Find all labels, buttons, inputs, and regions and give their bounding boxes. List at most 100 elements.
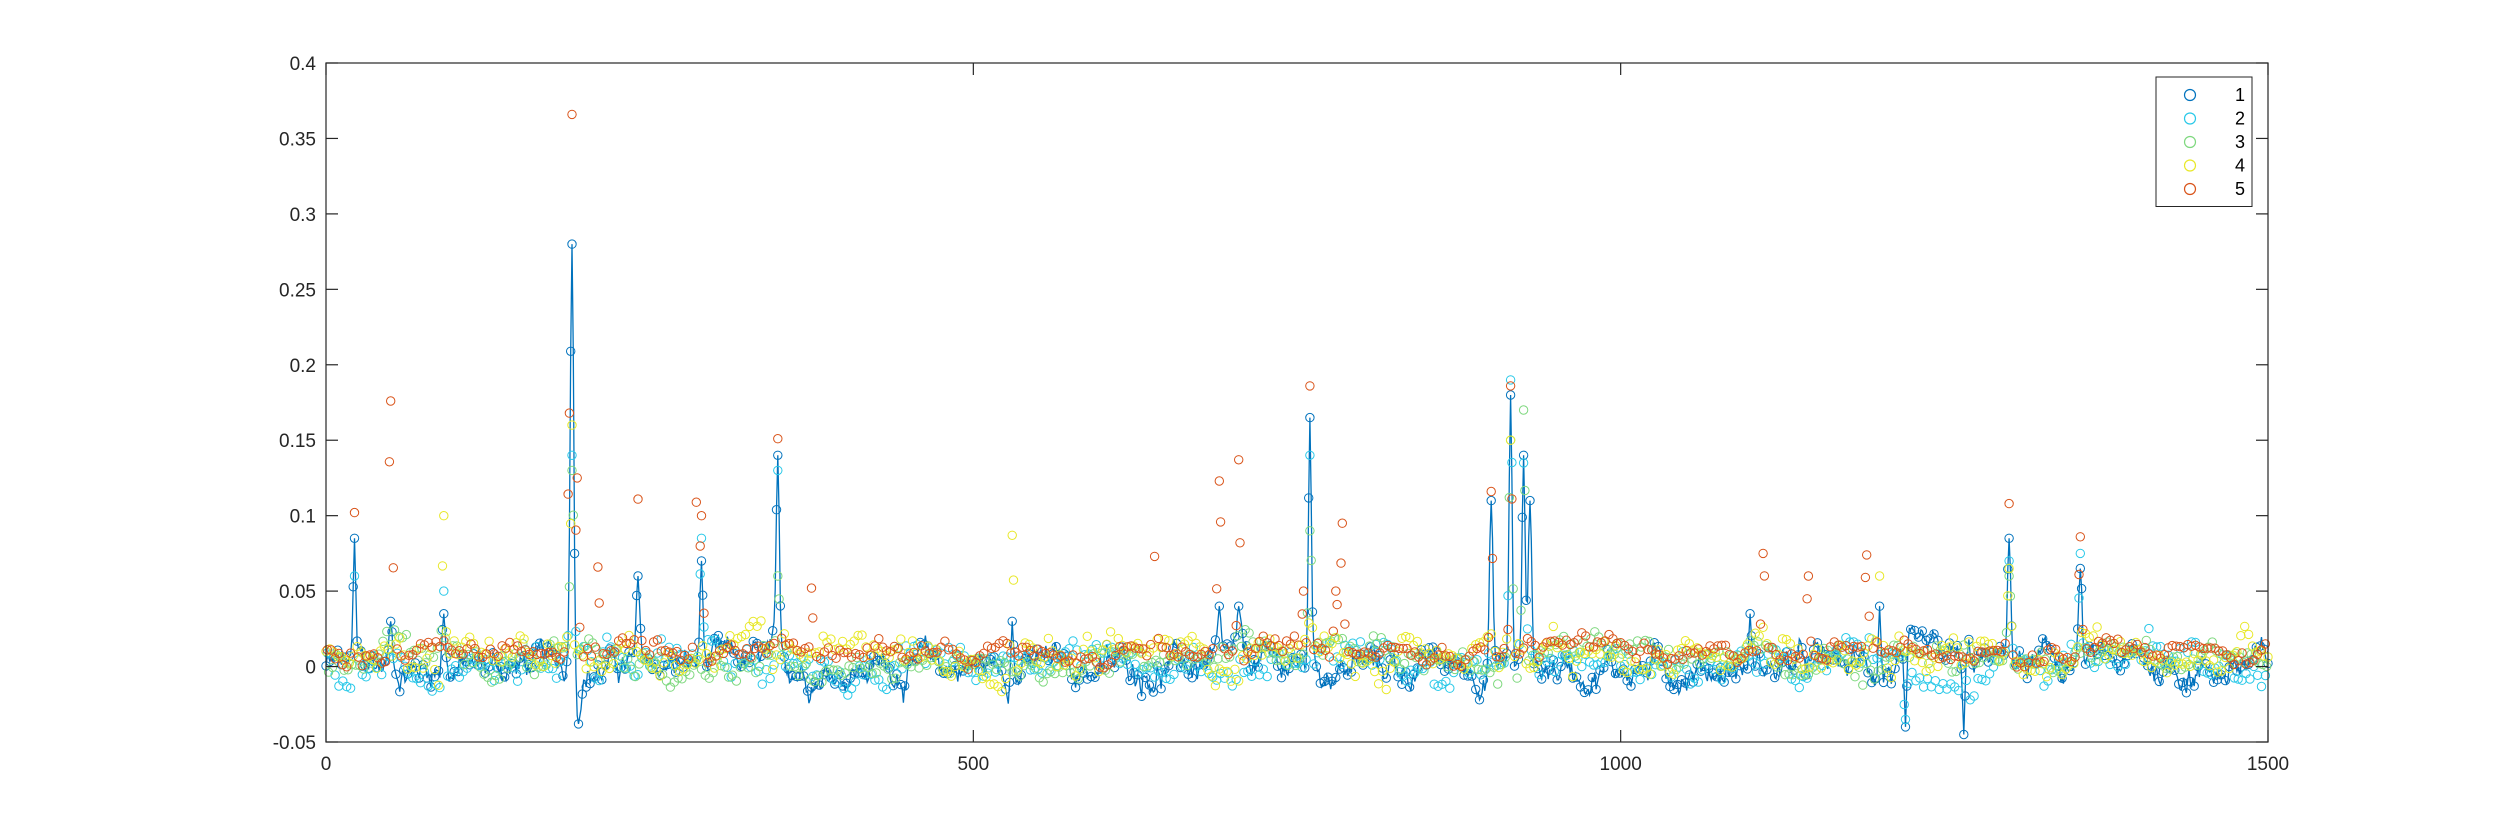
series-1-point (787, 670, 797, 681)
series-1-point (1959, 729, 1969, 740)
series-5-point (1950, 651, 1960, 661)
series-4-point (997, 686, 1007, 697)
series-5-point (2051, 644, 2061, 654)
series-5-point (633, 494, 643, 504)
series-1-point (1518, 450, 1529, 460)
series-4-point (919, 651, 929, 661)
series-5-point (1214, 476, 1225, 486)
series-3-point (801, 658, 811, 669)
series-5-point (1767, 642, 1777, 653)
series-2-point (1332, 652, 1342, 662)
series-3-point (848, 662, 858, 673)
series-2-point (1907, 667, 1917, 678)
series-4-point (1773, 649, 1784, 660)
x-tick-label: 1000 (1600, 754, 1642, 775)
series-1-point (1680, 678, 1691, 688)
series-2-point (493, 664, 503, 674)
series-5-point (1806, 636, 1816, 646)
series-5-point (1860, 572, 1871, 583)
series-4-point (639, 655, 650, 665)
y-tick-label: 0.1 (290, 507, 316, 528)
series-3-point (1399, 658, 1410, 669)
series-4-point (1164, 636, 1174, 646)
series-3-point (567, 465, 577, 476)
series-3-point (603, 656, 613, 666)
series-4-point (1505, 435, 1516, 445)
series-1-point (433, 666, 444, 676)
series-2-point (1868, 654, 1878, 665)
series-4-point (1109, 644, 1120, 654)
series-3-point (475, 662, 485, 672)
series-5-point (575, 622, 585, 632)
series-2-point (1472, 655, 1482, 665)
series-3-point (852, 652, 862, 663)
series-3-point (1795, 670, 1806, 681)
series-2-point (1142, 663, 1152, 673)
series-4-point (2041, 672, 2052, 682)
series-3-point (327, 662, 338, 673)
series-4-point (1001, 673, 1011, 684)
series-3-point (747, 653, 757, 664)
series-5-point (1713, 641, 1723, 651)
series-4-point (1634, 664, 1644, 674)
series-1-point (439, 609, 449, 619)
series-4-point (2014, 657, 2025, 667)
series-3-point (432, 643, 442, 653)
series-1-point (2154, 676, 2164, 687)
series-4-point (2088, 631, 2098, 641)
series-4-point (2010, 656, 2021, 667)
series-4-point (1968, 655, 1978, 665)
series-4-point (395, 633, 405, 643)
series-3-point (2118, 642, 2128, 652)
series-2-point (1146, 663, 1156, 673)
series-4-point (1401, 631, 1411, 642)
series-4-point (371, 663, 382, 673)
series-5-point (1161, 642, 1171, 653)
series-3-point (339, 665, 349, 675)
series-1-point (1964, 634, 1974, 645)
series-2-point (1091, 640, 1102, 650)
series-4-point (1350, 671, 1361, 682)
series-1-point (1214, 601, 1225, 611)
series-2-point (563, 630, 573, 641)
series-4-point (418, 663, 428, 673)
series-2-point (2066, 639, 2076, 649)
series-5-point (555, 654, 565, 664)
series-5-point (1996, 647, 2007, 657)
series-5-point (683, 654, 694, 664)
series-4-point (1906, 645, 1916, 655)
series-1-point (2181, 688, 2192, 698)
series-1-point (1226, 641, 1236, 651)
series-5-point (1332, 599, 1342, 610)
series-1-point (1599, 663, 1609, 673)
series-5-point (1331, 586, 1341, 596)
x-tick-label: 500 (957, 754, 989, 775)
series-4-point (740, 629, 751, 640)
series-1-point (1770, 672, 1780, 683)
series-4-point (1571, 656, 1582, 666)
series-2-point (2120, 659, 2131, 670)
series-5-point (2198, 643, 2209, 654)
series-2-point (512, 676, 523, 686)
series-4-point (1995, 656, 2005, 666)
series-2-point (1169, 669, 1179, 680)
series-1-point (698, 590, 708, 600)
series-1-point (1304, 493, 1314, 503)
series-3-point (1850, 672, 1860, 682)
legend-label-1: 1 (2235, 85, 2245, 105)
series-3-point (654, 652, 664, 662)
series-4-point (698, 641, 708, 651)
series-2-point (1305, 450, 1315, 460)
series-3-point (1473, 664, 1484, 675)
series-2-point (1348, 638, 1358, 648)
series-2-point (1309, 659, 1319, 669)
ticks-layer: 0 500 1000 1500-0.0500.050.10.150.20.250.30… (273, 54, 2289, 775)
y-tick-label: 0.15 (279, 431, 316, 452)
legend-marker-1 (2183, 88, 2197, 102)
series-1-point (1210, 635, 1221, 645)
series-3-point (1951, 666, 1961, 677)
series-1-point (795, 671, 805, 681)
series-5-point (1359, 647, 1370, 657)
series-4-point (1370, 666, 1380, 677)
series-5-point (806, 583, 817, 593)
